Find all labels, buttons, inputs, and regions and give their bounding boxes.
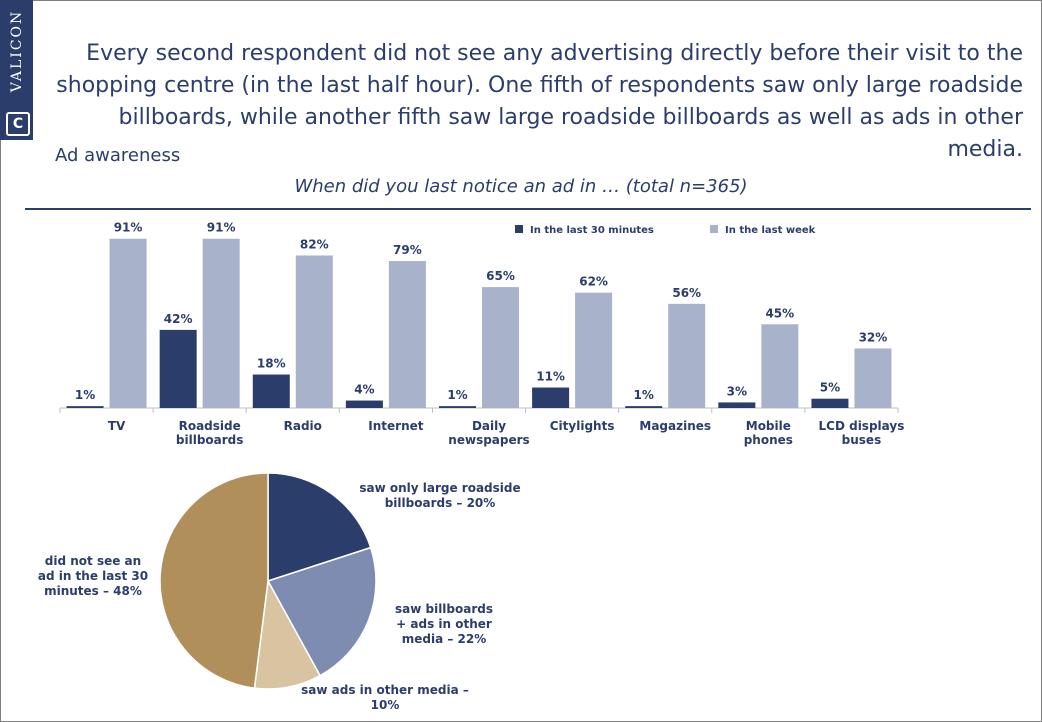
data-label: 65% <box>486 269 515 283</box>
data-label: 3% <box>727 384 747 398</box>
data-label: 32% <box>859 330 888 344</box>
bar <box>575 292 613 408</box>
pie-label: saw only large roadside <box>359 481 520 495</box>
pie-slice <box>159 472 269 689</box>
bar <box>345 400 383 408</box>
bar <box>532 387 570 408</box>
category-label: Roadside <box>179 419 241 433</box>
pie-label: + ads in other <box>396 617 492 631</box>
brand-name: VALICON <box>9 9 25 93</box>
bar <box>668 303 706 408</box>
data-label: 91% <box>114 221 143 235</box>
category-label: phones <box>744 433 793 447</box>
pie-label: billboards – 20% <box>385 496 496 510</box>
bar <box>761 324 799 408</box>
legend-swatch <box>515 225 523 233</box>
pie-label: media – 22% <box>402 632 487 646</box>
data-label: 18% <box>257 357 286 371</box>
section-title: Ad awareness <box>55 145 181 166</box>
data-label: 56% <box>672 286 701 300</box>
data-label: 62% <box>579 275 608 289</box>
category-label: buses <box>842 433 882 447</box>
headline: Every second respondent did not see any … <box>56 41 1023 162</box>
bar <box>252 374 290 408</box>
survey-question: When did you last notice an ad in … (tot… <box>294 176 748 197</box>
legend-label: In the last 30 minutes <box>530 225 654 236</box>
data-label: 82% <box>300 237 329 251</box>
data-label: 1% <box>75 388 95 402</box>
category-label: billboards <box>176 433 244 447</box>
data-label: 79% <box>393 243 422 257</box>
legend-swatch <box>710 225 718 233</box>
bar <box>625 406 663 408</box>
data-label: 42% <box>164 312 193 326</box>
category-label: Mobile <box>746 419 791 433</box>
pie-label: saw ads in other media – <box>301 683 469 697</box>
data-label: 4% <box>354 383 374 397</box>
data-label: 1% <box>634 388 654 402</box>
brand-strip: VALICON C <box>0 0 33 140</box>
bar <box>482 287 519 408</box>
bar <box>854 348 892 408</box>
category-label: Internet <box>368 419 423 433</box>
logo-icon: C <box>6 112 30 136</box>
bar <box>202 238 240 408</box>
category-label: LCD displays <box>819 419 905 433</box>
data-label: 5% <box>820 381 840 395</box>
pie-label: 10% <box>371 698 400 712</box>
divider <box>25 208 1031 210</box>
category-label: TV <box>108 419 126 433</box>
bar <box>109 238 147 408</box>
category-label: Radio <box>284 419 322 433</box>
bar <box>388 261 426 408</box>
pie-label: saw billboards <box>395 602 493 616</box>
bar <box>295 255 333 408</box>
bar <box>718 402 756 408</box>
legend-label: In the last week <box>725 225 816 236</box>
pie-slice <box>266 546 377 677</box>
bar <box>811 398 849 408</box>
data-label: 45% <box>765 306 794 320</box>
pie-label: ad in the last 30 <box>38 569 148 583</box>
bar <box>159 329 197 408</box>
data-label: 11% <box>536 370 565 384</box>
data-label: 1% <box>447 388 467 402</box>
pie-label: minutes – 48% <box>44 584 142 598</box>
pie-slice <box>267 472 372 583</box>
category-label: newspapers <box>448 433 529 447</box>
bar <box>439 406 476 408</box>
category-label: Magazines <box>639 419 711 433</box>
data-label: 91% <box>207 221 236 235</box>
category-label: Citylights <box>550 419 615 433</box>
bar <box>66 406 104 408</box>
category-label: Daily <box>472 419 506 433</box>
pie-label: did not see an <box>45 554 141 568</box>
